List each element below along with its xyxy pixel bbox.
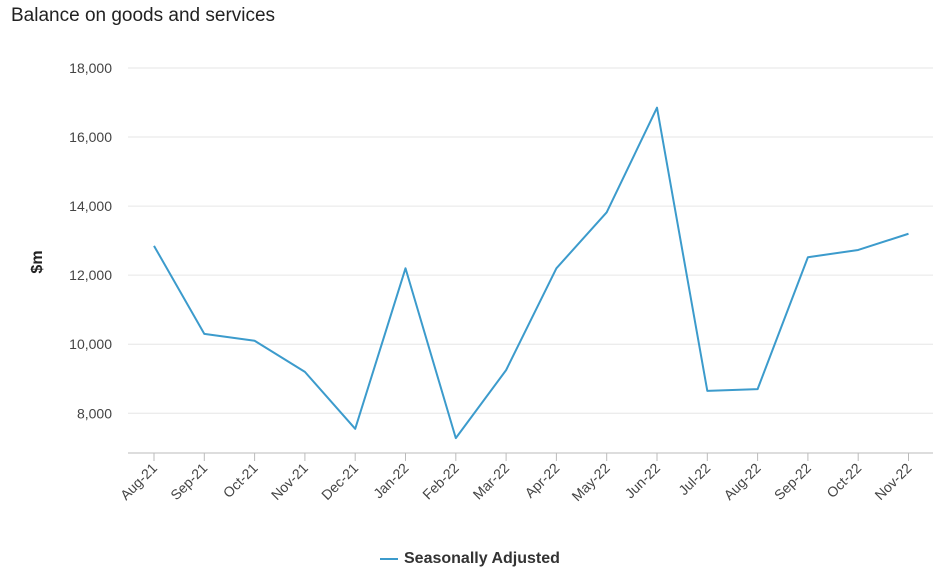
series-layer [153,106,909,440]
x-tick-label: May-22 [568,460,612,504]
gridlines [128,67,933,414]
y-tick-label: 8,000 [77,405,112,421]
y-tick-label: 12,000 [69,267,112,283]
x-tick-label: Sep-21 [167,460,210,503]
x-tick-label: Dec-21 [318,460,361,503]
y-tick-label: 18,000 [69,60,112,76]
x-tick-label: Jul-22 [675,460,713,498]
x-tick-label: Apr-22 [521,460,562,501]
x-tick-label: Mar-22 [470,460,513,503]
y-tick-label: 16,000 [69,129,112,145]
y-tick-label: 10,000 [69,336,112,352]
x-tick-label: Jun-22 [622,460,664,502]
x-tick-label: Nov-21 [268,460,311,503]
x-tick-label: Aug-22 [720,460,763,503]
y-axis-label: $m [29,250,46,273]
x-tick-label: Aug-21 [117,460,160,503]
x-tick-label: Oct-21 [220,460,261,501]
chart-title: Balance on goods and services [11,5,276,26]
y-tick-label: 14,000 [69,198,112,214]
legend-swatch [380,558,398,560]
x-tick-label: Sep-22 [771,460,814,503]
series-line[interactable] [153,106,909,440]
x-tick-label: Jan-22 [370,460,412,502]
legend[interactable]: Seasonally Adjusted [380,550,560,568]
x-tick-label: Oct-22 [823,460,864,501]
x-tick-label: Nov-22 [871,460,914,503]
x-tick-label: Feb-22 [419,460,462,503]
legend-label: Seasonally Adjusted [404,550,560,567]
axes: 8,000 10,000 12,000 14,000 16,000 18,000 Aug-2… [69,60,933,504]
